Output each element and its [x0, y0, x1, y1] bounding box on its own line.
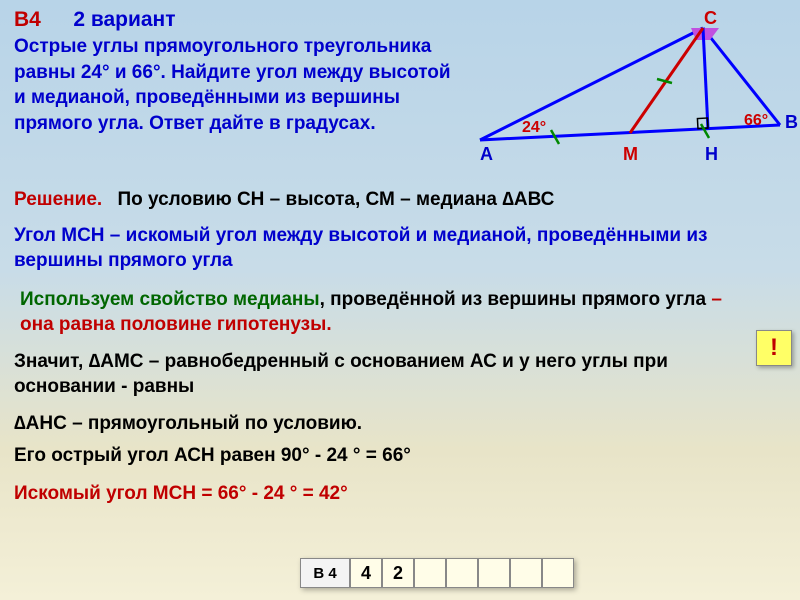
problem-text: Острые углы прямоугольного треугольника …: [14, 34, 454, 137]
sol-3a: Используем свойство медианы: [20, 289, 320, 310]
angle-B: 66°: [744, 112, 768, 129]
variant-label: 2 вариант: [73, 8, 175, 31]
answer-strip: B 4 4 2: [300, 558, 574, 588]
answer-cell: 2: [382, 558, 414, 588]
label-M: M: [623, 144, 638, 164]
sol-line-6: Его острый угол АСН равен 90° - 24 ° = 6…: [14, 444, 411, 469]
sol-3b: , проведённой из вершины прямого угла: [320, 289, 706, 310]
answer-cell: [510, 558, 542, 588]
label-C: C: [704, 10, 717, 28]
answer-cell: [414, 558, 446, 588]
answer-cell: [478, 558, 510, 588]
sol-1b: По условию СН – высота, СМ – медиана ∆АВ…: [117, 189, 554, 210]
angle-A: 24°: [522, 119, 546, 136]
important-note-icon: !: [756, 330, 792, 366]
problem-code: B4: [14, 8, 41, 31]
sol-1a: Решение.: [14, 189, 102, 210]
answer-cell: 4: [350, 558, 382, 588]
sol-line-1: Решение. По условию СН – высота, СМ – ме…: [14, 188, 554, 213]
label-A: A: [480, 144, 493, 164]
sol-line-7: Искомый угол МСН = 66° - 24 ° = 42°: [14, 482, 348, 507]
sol-line-5: ∆АНС – прямоугольный по условию.: [14, 412, 362, 437]
answer-cell: [542, 558, 574, 588]
sol-line-4: Значит, ∆АМС – равнобедренный с основани…: [14, 350, 774, 399]
triangle-diagram: A B C M H 24° 66°: [460, 10, 800, 170]
header: B4 2 вариант: [14, 8, 176, 32]
sol-line-3: Используем свойство медианы, проведённой…: [20, 288, 750, 337]
sol-line-2: Угол МСН – искомый угол между высотой и …: [14, 224, 754, 273]
label-B: B: [785, 112, 798, 132]
answer-cell: [446, 558, 478, 588]
label-H: H: [705, 144, 718, 164]
answer-label: B 4: [300, 558, 350, 588]
